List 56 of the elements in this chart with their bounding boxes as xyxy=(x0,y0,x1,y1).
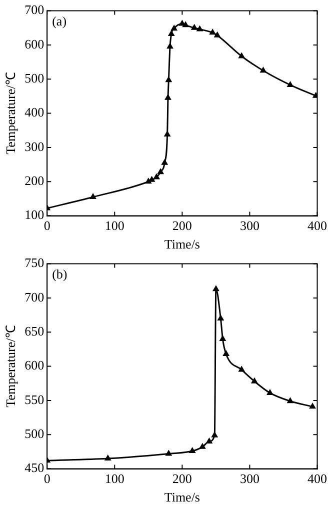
y-tick-label: 100 xyxy=(24,207,44,222)
point xyxy=(260,67,266,73)
point xyxy=(171,25,177,31)
y-axis-title: Temperature/℃ xyxy=(3,72,18,154)
chart-title: (b) xyxy=(52,266,68,282)
point xyxy=(165,94,171,100)
point xyxy=(218,315,224,320)
point xyxy=(189,448,196,454)
y-axis-title: Temperature/℃ xyxy=(3,325,18,408)
x-tick-label: 200 xyxy=(172,218,192,234)
x-tick-label: 400 xyxy=(308,218,327,234)
point xyxy=(104,455,111,461)
x-tick-label: 400 xyxy=(308,471,327,486)
y-tick-label: 700 xyxy=(24,2,44,18)
x-tick-label: 200 xyxy=(172,471,192,486)
y-tick-label: 750 xyxy=(24,255,44,270)
point xyxy=(267,390,273,395)
point xyxy=(90,194,96,200)
x-tick-label: 100 xyxy=(104,471,124,486)
y-tick-label: 600 xyxy=(24,36,44,52)
point xyxy=(220,336,226,341)
x-tick-label: 300 xyxy=(240,218,260,234)
y-tick-label: 450 xyxy=(24,460,44,476)
point xyxy=(158,168,164,174)
point xyxy=(164,131,170,136)
point xyxy=(166,76,172,82)
point xyxy=(223,350,229,356)
point xyxy=(287,82,294,87)
point xyxy=(168,30,174,36)
x-tick-label: 100 xyxy=(104,218,124,234)
x-axis-title: Time/s xyxy=(164,236,200,252)
y-tick-label: 500 xyxy=(24,70,44,86)
x-tick-label: 300 xyxy=(240,471,260,486)
point xyxy=(213,286,219,292)
y-tick-label: 650 xyxy=(24,324,44,339)
y-tick-label: 400 xyxy=(24,104,44,120)
y-tick-label: 300 xyxy=(24,138,44,154)
point xyxy=(206,438,212,444)
y-tick-label: 600 xyxy=(24,358,44,373)
y-tick-label: 500 xyxy=(24,426,44,442)
point xyxy=(167,43,173,49)
x-tick-label: 0 xyxy=(44,218,50,234)
point xyxy=(210,29,216,35)
y-tick-label: 200 xyxy=(24,173,44,188)
chart-title: (a) xyxy=(52,14,67,29)
point xyxy=(310,403,316,409)
x-axis-title: Time/s xyxy=(164,490,200,505)
x-tick-label: 0 xyxy=(44,471,50,486)
y-tick-label: 700 xyxy=(24,289,44,304)
point xyxy=(154,174,160,180)
y-tick-label: 550 xyxy=(24,392,44,407)
point xyxy=(182,22,188,28)
point xyxy=(287,398,294,404)
point xyxy=(238,52,245,58)
point xyxy=(238,366,245,372)
point xyxy=(212,432,218,438)
